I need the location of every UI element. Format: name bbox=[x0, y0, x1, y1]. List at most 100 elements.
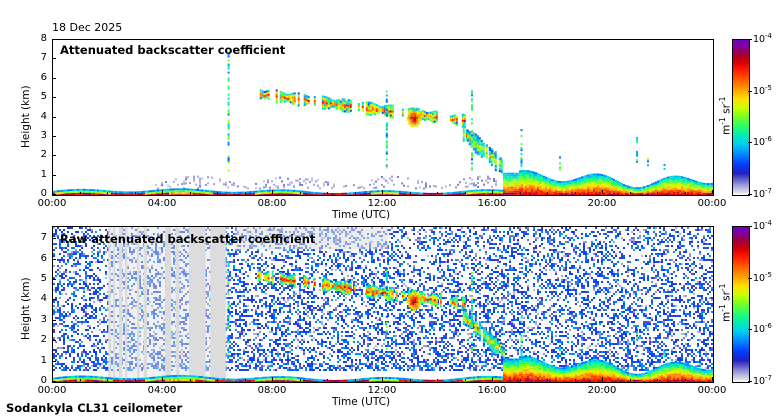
x-tickmark-minor bbox=[327, 192, 328, 194]
colorbar-tickmark bbox=[748, 90, 752, 92]
x-tickmark-minor bbox=[574, 192, 576, 194]
y-axis-label-bottom: Height (km) bbox=[20, 277, 32, 340]
x-tickmark-minor bbox=[409, 379, 411, 381]
y-tick-label: 2 bbox=[40, 149, 47, 161]
x-tickmark-minor bbox=[217, 379, 218, 381]
y-tick-label: 4 bbox=[40, 293, 47, 305]
heatmap-data-raw bbox=[53, 227, 713, 382]
x-tickmark-minor bbox=[657, 192, 658, 194]
y-tickmark bbox=[52, 135, 56, 137]
x-tick-label: 00:00 bbox=[697, 198, 727, 209]
colorbar-tick-label: 10-4 bbox=[753, 32, 772, 46]
y-tick-label: 5 bbox=[40, 91, 47, 103]
x-tickmark-minor bbox=[547, 379, 548, 381]
x-tickmark-minor bbox=[437, 379, 438, 381]
y-tickmark bbox=[52, 116, 56, 118]
y-tick-label: 8 bbox=[40, 33, 47, 44]
panel-title-attenuated: Attenuated backscatter coefficient bbox=[60, 43, 286, 57]
y-tickmark bbox=[52, 279, 56, 281]
x-tickmark-minor bbox=[409, 192, 411, 194]
y-tick-label: 3 bbox=[40, 313, 47, 325]
x-tickmark bbox=[602, 190, 603, 194]
x-tickmark bbox=[52, 377, 53, 381]
colorbar-tickmark bbox=[748, 226, 752, 227]
x-tickmark-minor bbox=[107, 379, 108, 381]
colorbar-top bbox=[732, 39, 750, 196]
x-tickmark bbox=[272, 190, 273, 194]
y-tick-label: 6 bbox=[40, 71, 47, 83]
colorbar-tick-label: 10-5 bbox=[753, 83, 772, 97]
colorbar-tick-label: 10-6 bbox=[753, 322, 772, 336]
y-tick-label: 7 bbox=[40, 232, 47, 244]
y-tickmark bbox=[52, 340, 56, 342]
x-tickmark bbox=[492, 377, 493, 381]
y-tickmark bbox=[52, 194, 56, 195]
x-tickmark bbox=[602, 377, 603, 381]
station-label: Sodankyla CL31 ceilometer bbox=[6, 401, 183, 415]
x-tick-label: 04:00 bbox=[147, 198, 177, 209]
x-tickmark-minor bbox=[79, 192, 81, 194]
colorbar-bottom bbox=[732, 226, 750, 383]
y-tickmark bbox=[52, 77, 56, 79]
x-tickmark bbox=[712, 377, 713, 381]
colorbar-tickmark bbox=[748, 194, 752, 195]
y-tick-label: 1 bbox=[40, 354, 47, 366]
x-tickmark-minor bbox=[354, 192, 356, 194]
colorbar-tickmark bbox=[748, 329, 752, 331]
x-tickmark-minor bbox=[134, 379, 136, 381]
x-tickmark bbox=[382, 190, 383, 194]
colorbar-tickmark bbox=[748, 39, 752, 40]
x-tick-label: 00:00 bbox=[697, 385, 727, 396]
plot-area-raw bbox=[52, 226, 714, 383]
x-tickmark bbox=[52, 190, 53, 194]
y-tickmark bbox=[52, 319, 56, 321]
x-tickmark-minor bbox=[189, 379, 191, 381]
x-tick-label: 12:00 bbox=[367, 385, 397, 396]
x-tick-label: 00:00 bbox=[37, 198, 67, 209]
x-tick-label: 16:00 bbox=[477, 385, 507, 396]
colorbar-tickmark bbox=[748, 381, 752, 382]
y-tickmark bbox=[52, 360, 56, 362]
x-tickmark-minor bbox=[657, 379, 658, 381]
x-tickmark-minor bbox=[629, 192, 631, 194]
panel-title-raw: Raw attenuated backscatter coefficient bbox=[60, 232, 316, 246]
y-tickmark bbox=[52, 299, 56, 301]
colorbar-tick-label: 10-4 bbox=[753, 219, 772, 233]
colorbar-tick-label: 10-7 bbox=[753, 374, 772, 388]
x-axis-label-bottom: Time (UTC) bbox=[332, 396, 391, 408]
x-tickmark-minor bbox=[354, 379, 356, 381]
y-tick-label: 0 bbox=[40, 375, 47, 386]
y-tickmark bbox=[52, 238, 56, 240]
y-tickmark bbox=[52, 174, 56, 176]
x-tickmark-minor bbox=[684, 379, 686, 381]
x-tickmark-minor bbox=[464, 192, 466, 194]
x-tickmark-minor bbox=[547, 192, 548, 194]
x-tickmark bbox=[162, 190, 163, 194]
x-tickmark bbox=[272, 377, 273, 381]
x-tickmark-minor bbox=[519, 379, 521, 381]
colorbar-unit-bottom: m-1 sr-1 bbox=[718, 283, 733, 322]
colorbar-tick-label: 10-6 bbox=[753, 135, 772, 149]
y-tickmark bbox=[52, 97, 56, 99]
colorbar-tick-label: 10-7 bbox=[753, 187, 772, 201]
x-tick-label: 08:00 bbox=[257, 385, 287, 396]
x-tick-label: 20:00 bbox=[587, 198, 617, 209]
y-tick-label: 0 bbox=[40, 188, 47, 199]
x-tickmark-minor bbox=[107, 192, 108, 194]
x-tickmark-minor bbox=[299, 379, 301, 381]
y-tick-label: 7 bbox=[40, 52, 47, 64]
x-tickmark-minor bbox=[244, 192, 246, 194]
y-tick-label: 6 bbox=[40, 252, 47, 264]
y-tickmark bbox=[52, 155, 56, 157]
x-tickmark-minor bbox=[629, 379, 631, 381]
x-tick-label: 20:00 bbox=[587, 385, 617, 396]
y-tick-label: 3 bbox=[40, 129, 47, 141]
y-tickmark bbox=[52, 39, 56, 40]
colorbar-tickmark bbox=[748, 277, 752, 279]
x-tickmark-minor bbox=[574, 379, 576, 381]
y-tick-label: 1 bbox=[40, 168, 47, 180]
y-tickmark bbox=[52, 381, 56, 382]
x-tick-label: 08:00 bbox=[257, 198, 287, 209]
y-tickmark bbox=[52, 58, 56, 60]
